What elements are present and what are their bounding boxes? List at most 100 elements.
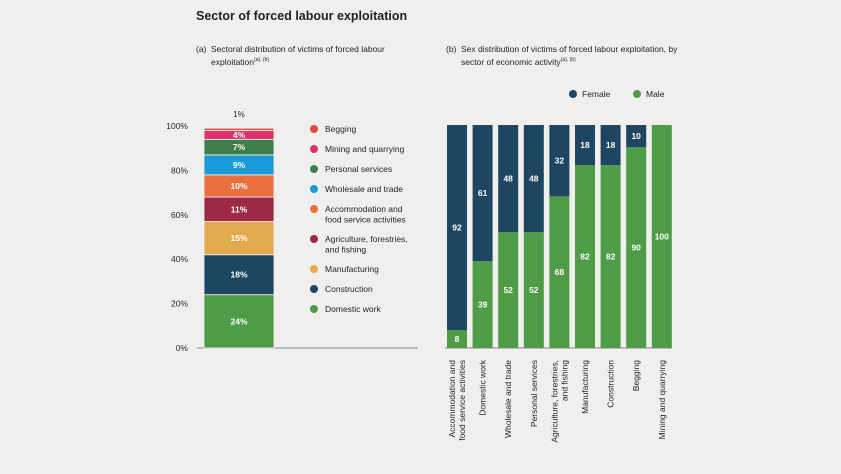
legend-swatch bbox=[310, 285, 318, 293]
y-tick-label: 60% bbox=[171, 210, 188, 220]
bar-male-label: 8 bbox=[455, 334, 460, 344]
legend-swatch bbox=[569, 90, 577, 98]
bar-female-label: 32 bbox=[555, 156, 565, 166]
legend-label: and fishing bbox=[325, 245, 366, 255]
legend-label: Construction bbox=[325, 284, 373, 294]
x-category-label: Construction bbox=[606, 360, 616, 408]
x-category-label: Agriculture, forestries, and fishing bbox=[549, 360, 569, 443]
bar-female bbox=[600, 125, 621, 166]
panel-b-subtitle: (b) Sex distribution of victims of force… bbox=[446, 44, 686, 68]
legend-swatch bbox=[310, 235, 318, 243]
bar-male bbox=[498, 232, 519, 348]
bar-female-label: 92 bbox=[452, 223, 462, 233]
x-category-line: Wholesale and trade bbox=[503, 360, 513, 438]
bar-male-label: 82 bbox=[606, 252, 616, 262]
bar-female-label: 48 bbox=[503, 174, 513, 184]
panel-b-letter: (b) bbox=[446, 44, 457, 54]
segment-label: 24% bbox=[230, 316, 247, 326]
bar-male bbox=[549, 196, 570, 348]
legend-swatch bbox=[310, 165, 318, 173]
bar-female bbox=[575, 125, 595, 166]
x-category-line: Construction bbox=[606, 360, 616, 408]
chart-title: Sector of forced labour exploitation bbox=[196, 9, 408, 23]
bar-male-label: 52 bbox=[529, 285, 539, 295]
bar-male bbox=[523, 232, 544, 348]
y-tick-label: 20% bbox=[171, 299, 188, 309]
x-category-label: Domestic work bbox=[478, 359, 488, 415]
bar-male-label: 90 bbox=[631, 243, 641, 253]
y-tick-label: 40% bbox=[171, 254, 188, 264]
bar-male-label: 52 bbox=[503, 285, 513, 295]
segment-label: 10% bbox=[230, 181, 247, 191]
bar-male-label: 39 bbox=[478, 300, 488, 310]
bar-female-label: 18 bbox=[580, 140, 590, 150]
segment-label: 7% bbox=[233, 142, 246, 152]
legend-label: Agriculture, forestries, bbox=[325, 234, 408, 244]
legend-label: Manufacturing bbox=[325, 264, 379, 274]
x-category-line: Personal services bbox=[529, 360, 539, 427]
bar-female-label: 18 bbox=[606, 140, 616, 150]
bar-female bbox=[626, 125, 647, 148]
x-category-line: Mining and quarrying bbox=[657, 360, 667, 440]
legend-swatch bbox=[310, 205, 318, 213]
bar-segment bbox=[203, 294, 275, 349]
segment-label: 15% bbox=[230, 233, 247, 243]
x-category-label: Wholesale and trade bbox=[503, 360, 513, 438]
y-tick-label: 80% bbox=[171, 165, 188, 175]
bar-female bbox=[498, 125, 519, 233]
legend-swatch bbox=[310, 265, 318, 273]
y-tick-label: 100% bbox=[166, 121, 188, 131]
bar-male bbox=[472, 261, 493, 348]
x-category-line: Domestic work bbox=[478, 359, 488, 415]
segment-label: 9% bbox=[233, 160, 246, 170]
legend-label: Domestic work bbox=[325, 304, 381, 314]
bar-female-label: 61 bbox=[478, 188, 488, 198]
bar-male bbox=[651, 125, 672, 348]
bar-segment bbox=[203, 221, 275, 256]
bar-female-label: 48 bbox=[529, 174, 539, 184]
legend-swatch bbox=[310, 305, 318, 313]
x-category-label: Begging bbox=[631, 360, 641, 391]
x-category-label: Manufacturing bbox=[580, 360, 590, 414]
bar-male bbox=[600, 165, 621, 348]
panel-b-chart: 8 92 Accommodation and food service activit… bbox=[445, 89, 672, 443]
bar-male bbox=[626, 147, 647, 348]
bar-female bbox=[472, 125, 493, 262]
bar-male bbox=[447, 330, 467, 348]
x-category-line: and fishing bbox=[559, 360, 569, 401]
panel-a-title: Sectoral distribution of victims of forc… bbox=[211, 44, 385, 67]
panel-a-letter: (a) bbox=[196, 44, 207, 54]
x-category-line: food service activities bbox=[457, 360, 467, 441]
legend-label: Personal services bbox=[325, 164, 392, 174]
legend-swatch bbox=[310, 185, 318, 193]
bar-male-label: 100 bbox=[655, 232, 669, 242]
legend-label: Mining and quarrying bbox=[325, 144, 405, 154]
x-category-line: Begging bbox=[631, 360, 641, 391]
x-category-line: Manufacturing bbox=[580, 360, 590, 414]
legend-label: Male bbox=[646, 89, 665, 99]
panel-a-chart: 0% 20% 40% 60% 80% 100% 24% 18% 15% 11% 10% 9% 7% 4% 1… bbox=[166, 110, 418, 353]
x-category-label: Mining and quarrying bbox=[657, 360, 667, 440]
segment-label: 18% bbox=[230, 270, 247, 280]
bar-male bbox=[575, 165, 595, 348]
x-category-line: Accommodation and bbox=[447, 360, 457, 438]
legend-label: food service activities bbox=[325, 215, 406, 225]
x-category-line: Agriculture, forestries, bbox=[549, 360, 559, 443]
legend-label: Wholesale and trade bbox=[325, 184, 403, 194]
bar-female bbox=[549, 125, 570, 197]
legend-label: Female bbox=[582, 89, 611, 99]
bar-segment bbox=[203, 196, 275, 222]
panel-a-subtitle: (a) Sectoral distribution of victims of … bbox=[196, 44, 436, 68]
legend-swatch bbox=[310, 125, 318, 133]
bar-male-label: 68 bbox=[555, 267, 565, 277]
bar-female bbox=[523, 125, 544, 233]
x-category-label: Accommodation and food service activities bbox=[447, 360, 467, 441]
legend-label: Accommodation and bbox=[325, 204, 403, 214]
x-category-label: Personal services bbox=[529, 360, 539, 427]
segment-label: 4% bbox=[233, 130, 246, 140]
y-tick-label: 0% bbox=[176, 343, 189, 353]
panel-b-title: Sex distribution of victims of forced la… bbox=[461, 44, 678, 67]
legend-swatch bbox=[310, 145, 318, 153]
bar-female bbox=[447, 125, 467, 331]
